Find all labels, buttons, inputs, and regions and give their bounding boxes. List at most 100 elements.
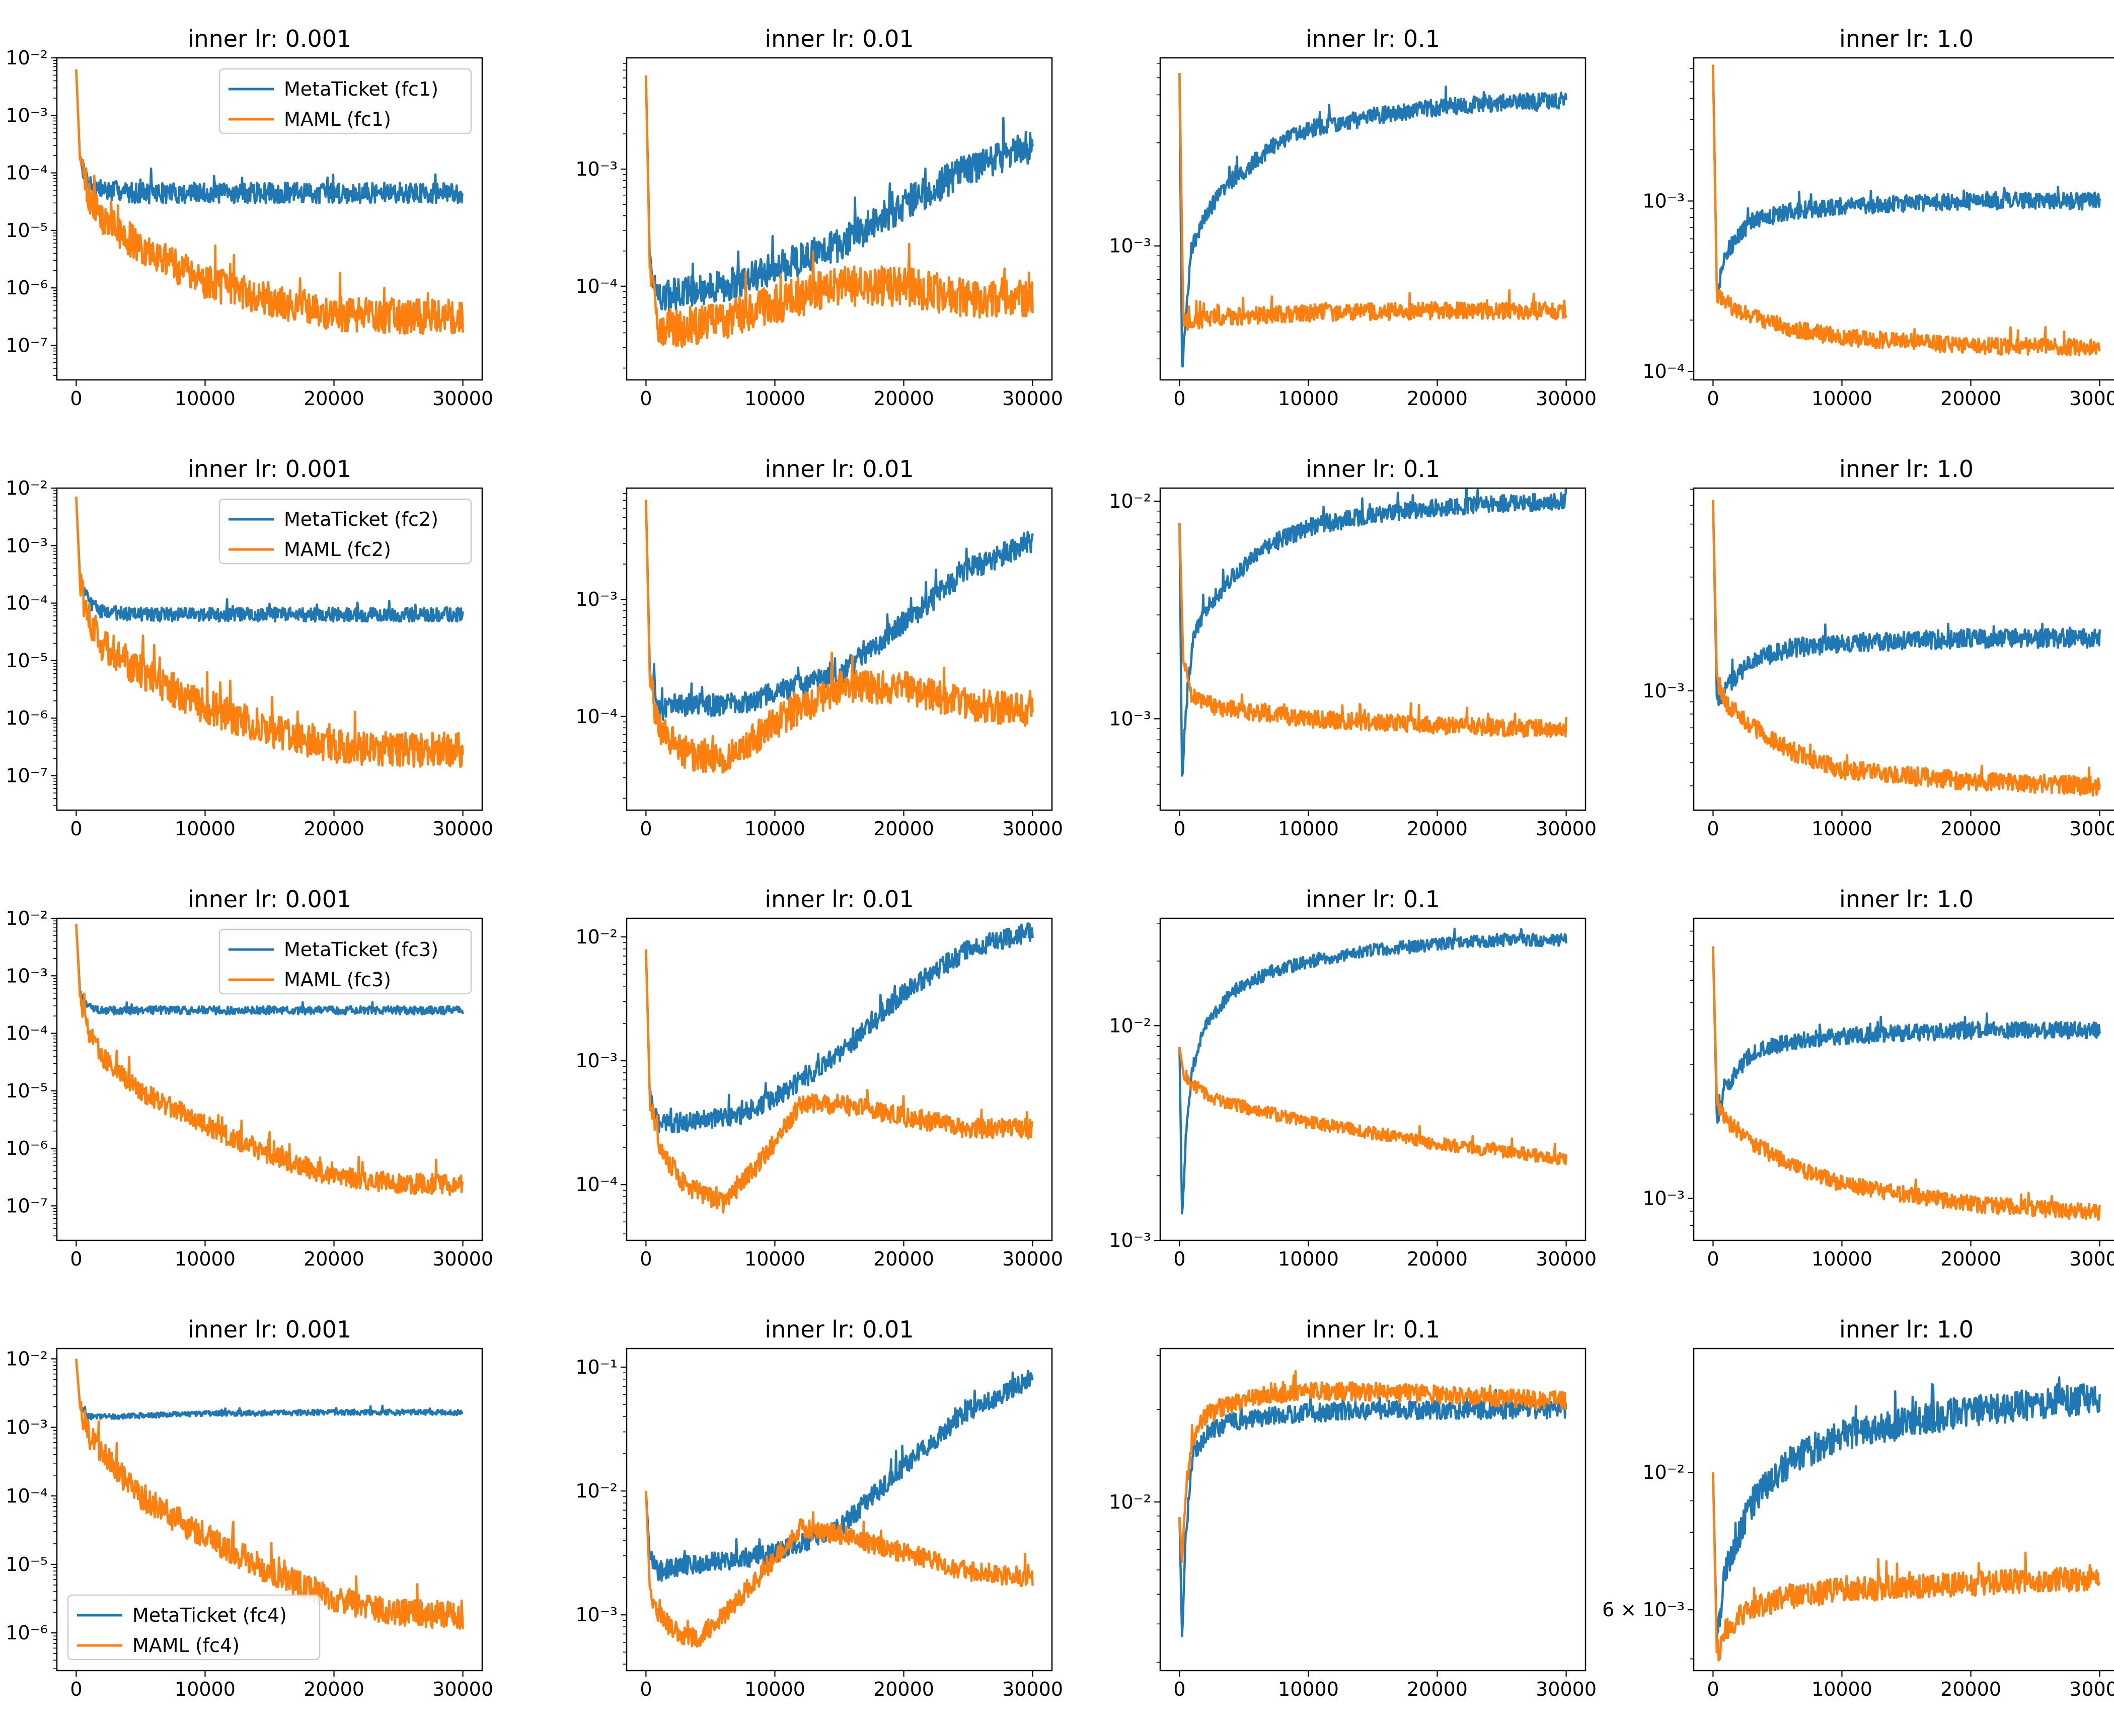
- x-tick-label: 20000: [1940, 387, 2001, 410]
- subplot-title: inner lr: 0.001: [188, 1316, 352, 1343]
- y-tick-label: 10⁻²: [1642, 1461, 1685, 1483]
- x-tick-label: 0: [1173, 1248, 1185, 1270]
- y-tick-label: 10⁻⁵: [6, 650, 48, 672]
- subplot-title: inner lr: 1.0: [1839, 886, 1974, 913]
- series-line-maml-fc1: [75, 69, 464, 335]
- y-tick-label: 10⁻³: [6, 1416, 48, 1439]
- x-tick-label: 0: [1173, 818, 1185, 840]
- axes-frame: [56, 57, 483, 381]
- y-tick-label: 10⁻¹: [575, 1356, 618, 1378]
- x-tick-label: 30000: [432, 387, 493, 410]
- x-tick-label: 10000: [1278, 387, 1339, 410]
- subplot-title: inner lr: 0.1: [1306, 25, 1440, 52]
- x-tick-label: 10000: [744, 1248, 805, 1270]
- x-tick-label: 0: [640, 387, 652, 410]
- y-tick-label: 10⁻⁷: [6, 1195, 48, 1217]
- x-tick-label: 0: [1173, 387, 1185, 410]
- x-tick-label: 0: [1707, 1678, 1719, 1700]
- y-tick-label: 10⁻³: [6, 965, 48, 987]
- y-tick-label: 10⁻²: [575, 926, 618, 948]
- x-tick-label: 20000: [304, 1678, 364, 1700]
- legend: MetaTicket (fc3) MAML (fc3): [218, 928, 472, 995]
- axes-frame: [1693, 57, 2114, 381]
- y-tick-label: 10⁻⁶: [6, 1137, 48, 1159]
- x-tick-label: 30000: [432, 1248, 493, 1270]
- x-tick-label: 10000: [175, 387, 236, 410]
- y-tick-label: 10⁻²: [6, 907, 48, 929]
- subplot-3: inner lr: 0.1 0 10000 20000 30000 10⁻³: [1109, 25, 1597, 410]
- series-line-maml-fc3: [1712, 946, 2101, 1221]
- x-tick-label: 20000: [1407, 818, 1468, 840]
- series-line-metaticket-fc3: [1712, 946, 2101, 1124]
- x-tick-label: 30000: [1002, 818, 1063, 840]
- series-line-metaticket-fc2: [1178, 488, 1567, 777]
- y-tick-label: 10⁻⁵: [6, 219, 48, 242]
- legend-label: MetaTicket (fc4): [132, 1604, 287, 1626]
- legend-label: MAML (fc1): [284, 108, 391, 130]
- x-tick-label: 30000: [432, 818, 493, 840]
- x-tick-label: 10000: [1278, 818, 1339, 840]
- series-line-metaticket-fc3: [645, 922, 1034, 1134]
- x-tick-label: 30000: [432, 1678, 493, 1700]
- y-tick-label: 10⁻³: [1109, 1229, 1151, 1251]
- y-tick-label: 10⁻⁶: [6, 707, 48, 729]
- y-tick-label: 10⁻²: [1109, 1014, 1151, 1037]
- y-tick-label: 10⁻³: [575, 1604, 618, 1626]
- x-tick-label: 30000: [2069, 387, 2114, 410]
- x-tick-label: 0: [70, 1678, 82, 1700]
- y-tick-label: 10⁻²: [575, 1480, 618, 1502]
- series-line-metaticket-fc4: [75, 1359, 464, 1421]
- subplot-11: inner lr: 0.1 0 10000 20000 30000 10⁻² 10⁻³: [1109, 886, 1597, 1270]
- series-line-maml-fc1: [1178, 73, 1567, 331]
- y-tick-label: 10⁻⁴: [6, 162, 48, 184]
- legend: MetaTicket (fc1) MAML (fc1): [218, 68, 472, 134]
- x-tick-label: 10000: [175, 1248, 236, 1270]
- x-tick-label: 10000: [744, 1678, 805, 1700]
- subplot-7: inner lr: 0.1 0 10000 20000 30000 10⁻² 10⁻³: [1109, 455, 1597, 840]
- subplot-10: inner lr: 0.01 0 10000 20000 30000 10⁻² 10⁻³ 10…: [575, 886, 1063, 1270]
- x-tick-label: 30000: [1002, 387, 1063, 410]
- axes-frame: [626, 487, 1053, 811]
- y-tick-label: 10⁻⁴: [575, 1173, 618, 1196]
- x-tick-label: 20000: [1940, 1248, 2001, 1270]
- y-tick-label: 10⁻²: [6, 477, 48, 499]
- subplot-9: inner lr: 0.001 0 10000 20000 30000 10⁻² 10⁻³ 1…: [6, 886, 493, 1270]
- series-line-maml-fc2: [645, 500, 1034, 774]
- x-tick-label: 0: [640, 818, 652, 840]
- subplot-title: inner lr: 0.1: [1306, 886, 1440, 913]
- x-tick-label: 0: [640, 1248, 652, 1270]
- axes-frame: [56, 1348, 483, 1672]
- y-tick-label: 10⁻²: [1109, 490, 1151, 512]
- x-tick-label: 0: [70, 1248, 82, 1270]
- axes-frame: [56, 487, 483, 811]
- series-line-maml-fc2: [1178, 523, 1567, 738]
- series-line-metaticket-fc1: [645, 75, 1034, 312]
- series-line-maml-fc3: [645, 949, 1034, 1214]
- y-tick-label: 10⁻⁷: [6, 764, 48, 786]
- axes-frame: [1159, 487, 1587, 811]
- subplot-16: inner lr: 1.0 0 10000 20000 30000 10⁻² 6 × 10⁻…: [1602, 1316, 2114, 1700]
- x-tick-label: 30000: [1536, 818, 1597, 840]
- series-line-maml-fc1: [1712, 64, 2101, 357]
- subplot-13: inner lr: 0.001 0 10000 20000 30000 10⁻² 10⁻³ 1…: [6, 1316, 493, 1700]
- axes-frame: [626, 57, 1053, 381]
- subplot-title: inner lr: 0.01: [765, 886, 914, 913]
- series-line-maml-fc4: [1178, 1370, 1567, 1563]
- subplot-title: inner lr: 1.0: [1839, 455, 1974, 483]
- series-line-metaticket-fc1: [1178, 73, 1567, 368]
- x-tick-label: 10000: [1811, 1678, 1872, 1700]
- y-tick-label: 10⁻⁵: [6, 1080, 48, 1102]
- y-tick-label: 10⁻⁴: [575, 275, 618, 297]
- subplot-title: inner lr: 0.001: [188, 25, 352, 52]
- series-line-metaticket-fc2: [1712, 500, 2101, 706]
- y-tick-label: 10⁻⁷: [6, 334, 48, 356]
- axes-frame: [626, 917, 1053, 1241]
- y-tick-label: 10⁻⁴: [575, 705, 618, 728]
- subplot-title: inner lr: 0.01: [765, 1316, 914, 1343]
- subplot-title: inner lr: 1.0: [1839, 1316, 1974, 1343]
- x-tick-label: 20000: [1940, 818, 2001, 840]
- axes-frame: [56, 917, 483, 1241]
- y-tick-label: 10⁻²: [6, 47, 48, 69]
- series-line-metaticket-fc3: [1178, 927, 1567, 1215]
- y-tick-label: 10⁻³: [575, 1050, 618, 1072]
